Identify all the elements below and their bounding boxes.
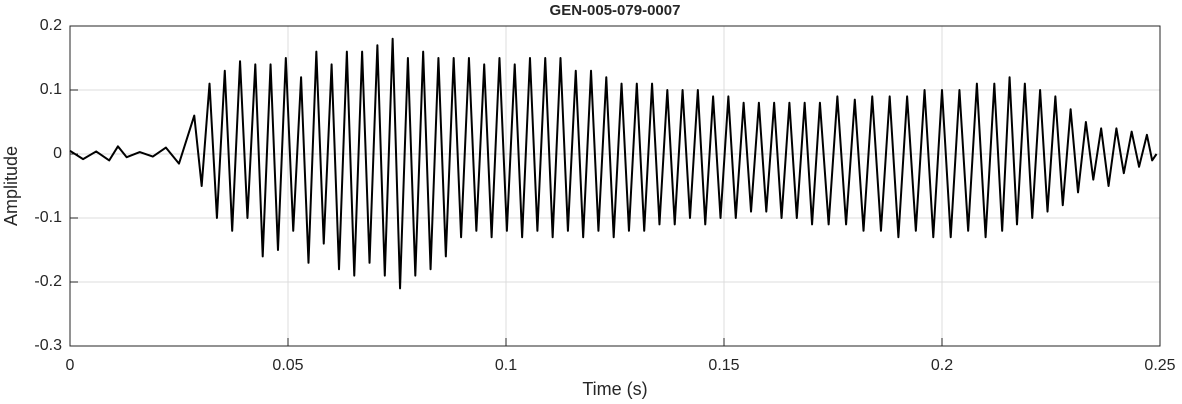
x-tick-label: 0.1 (495, 357, 517, 374)
y-tick-label: -0.1 (34, 209, 62, 226)
x-tick-label: 0.2 (931, 357, 953, 374)
y-tick-label: 0 (53, 145, 62, 162)
y-tick-label: -0.3 (34, 337, 62, 354)
x-tick-label: 0 (66, 357, 75, 374)
x-tick-label: 0.25 (1144, 357, 1175, 374)
x-tick-label: 0.05 (272, 357, 303, 374)
x-tick-label: 0.15 (708, 357, 739, 374)
plot-frame (69, 25, 1161, 347)
y-tick-label: 0.1 (40, 81, 62, 98)
y-tick-label: 0.2 (40, 17, 62, 34)
y-tick-label: -0.2 (34, 273, 62, 290)
x-axis-label: Time (s) (582, 379, 647, 399)
waveform-line (69, 37, 1158, 290)
chart-title: GEN-005-079-0007 (550, 2, 681, 19)
y-axis-label: Amplitude (1, 146, 21, 226)
